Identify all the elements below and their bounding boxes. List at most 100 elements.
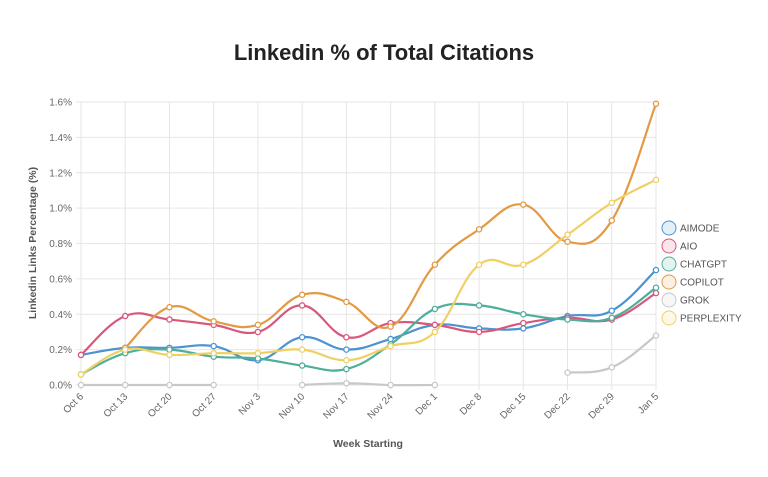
data-point (520, 319, 527, 327)
legend-swatch (661, 238, 677, 254)
data-point (475, 226, 483, 233)
x-tick-label: Dec 8 (458, 391, 485, 418)
x-tick-label: Nov 3 (237, 391, 264, 418)
data-point (431, 328, 439, 336)
data-point (520, 325, 527, 332)
legend-item-copilot[interactable]: COPILOT (661, 274, 724, 290)
legend-label: CHATGPT (680, 260, 727, 271)
legend-swatch (661, 274, 677, 290)
x-tick-label: Nov 17 (321, 391, 351, 421)
data-point (431, 261, 439, 268)
y-tick-label: 0.6% (49, 274, 72, 285)
data-point (431, 305, 439, 313)
data-point (254, 349, 262, 357)
legend-swatch (661, 310, 677, 326)
x-tick-label: Nov 24 (366, 391, 396, 421)
data-point (343, 365, 350, 373)
data-point (210, 342, 217, 350)
data-point (652, 100, 660, 108)
x-tick-label: Nov 10 (277, 391, 307, 421)
data-point (431, 381, 439, 389)
data-point (608, 217, 616, 224)
y-tick-label: 1.2% (49, 168, 72, 179)
x-tick-label: Dec 29 (587, 391, 617, 421)
legend-item-chatgpt[interactable]: CHATGPT (661, 256, 727, 272)
data-point (520, 201, 527, 208)
data-point (387, 323, 394, 330)
data-point (431, 321, 439, 329)
x-tick-label: Oct 6 (61, 391, 86, 416)
data-point (475, 302, 483, 309)
data-point (652, 266, 660, 274)
y-tick-label: 0.8% (49, 239, 72, 250)
x-tick-label: Dec 15 (498, 391, 528, 421)
y-tick-label: 0.4% (49, 310, 72, 321)
data-point (166, 351, 173, 359)
data-point (77, 381, 85, 389)
x-tick-label: Jan 5 (636, 391, 661, 416)
series-chatgpt (77, 284, 660, 378)
legend-label: COPILOT (680, 278, 724, 289)
data-point (564, 369, 571, 376)
legend-label: PERPLEXITY (680, 314, 742, 325)
data-point (608, 199, 616, 207)
data-point (608, 307, 616, 314)
legend-item-aimode[interactable]: AIMODE (661, 220, 720, 236)
data-point (166, 303, 173, 311)
data-point (210, 349, 217, 357)
y-tick-label: 1.0% (49, 204, 72, 215)
data-point (121, 312, 129, 320)
data-point (298, 333, 306, 341)
data-point (564, 231, 571, 238)
data-point (343, 356, 350, 364)
data-point (121, 346, 129, 353)
y-tick-label: 0.0% (49, 381, 72, 392)
y-axis-label: Linkedin Links Percentage (%) (27, 167, 39, 319)
data-point (387, 342, 394, 350)
data-point (254, 355, 262, 362)
data-point (298, 346, 306, 353)
data-point (343, 333, 350, 341)
legend-item-grok[interactable]: GROK (661, 292, 710, 308)
data-point (77, 371, 85, 378)
data-point (343, 346, 350, 353)
data-point (564, 316, 571, 323)
data-point (475, 261, 483, 268)
data-point (166, 346, 173, 353)
data-point (564, 238, 571, 245)
x-axis-label: Week Starting (333, 438, 403, 450)
legend-label: AIMODE (680, 224, 720, 235)
data-point (210, 318, 217, 325)
data-point (652, 332, 660, 339)
data-point (343, 298, 350, 306)
data-point (343, 379, 350, 387)
series-line (80, 286, 657, 376)
data-point (254, 321, 262, 329)
data-point (652, 284, 660, 291)
data-point (166, 316, 173, 323)
y-tick-label: 1.6% (49, 98, 72, 109)
data-point (298, 381, 306, 389)
x-tick-label: Oct 20 (146, 391, 175, 420)
data-point (652, 289, 660, 297)
data-point (520, 310, 527, 318)
x-tick-label: Oct 27 (190, 391, 219, 420)
legend-label: GROK (680, 296, 710, 307)
legend-swatch (661, 256, 677, 272)
legend-swatch (661, 292, 677, 308)
data-point (77, 351, 85, 359)
data-point (298, 362, 306, 369)
data-point (254, 328, 262, 336)
legend-item-perplexity[interactable]: PERPLEXITY (661, 310, 742, 326)
data-point (652, 176, 660, 184)
chart-title: Linkedin % of Total Citations (234, 40, 534, 65)
y-tick-label: 0.2% (49, 345, 72, 356)
data-point (387, 335, 394, 343)
series-grok (77, 332, 660, 389)
series-line (80, 292, 657, 356)
legend-item-aio[interactable]: AIO (661, 238, 697, 254)
data-point (608, 364, 616, 371)
x-tick-label: Dec 1 (414, 391, 441, 418)
data-point (166, 381, 173, 389)
